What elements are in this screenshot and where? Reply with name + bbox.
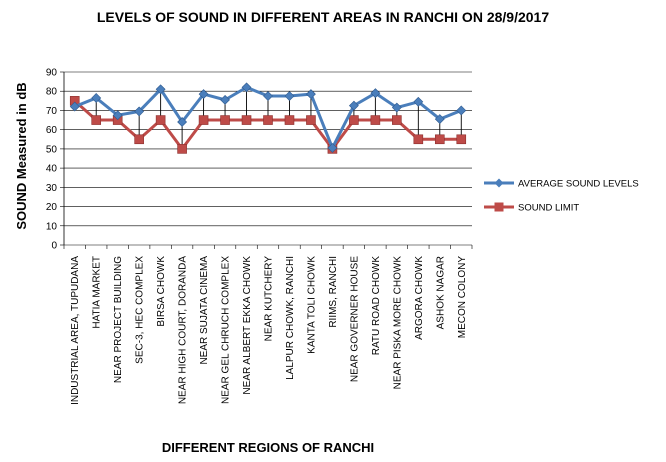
data-point [327,143,338,153]
y-tick-label: 20 [46,202,58,213]
y-tick-label: 70 [46,106,58,117]
data-point [456,134,467,145]
y-tick-label: 80 [46,87,58,98]
data-point [198,89,209,100]
data-point [177,117,188,127]
data-point [392,115,402,125]
data-point [220,94,230,105]
data-point [434,134,445,145]
data-point [91,93,102,103]
x-axis-title: DIFFERENT REGIONS OF RANCHI [162,440,374,455]
x-tick-labels: INDUSTRIAL AREA, TUPUDANA HATIA MARKET NEA… [63,245,473,405]
x-tick-label: HATIA MARKET [92,256,103,329]
data-point [134,134,144,145]
data-point [198,115,209,125]
data-point [434,114,445,125]
data-point [112,110,123,121]
data-point [134,106,145,117]
data-point [413,134,424,145]
y-tick-label: 0 [51,241,57,252]
data-point [284,91,295,101]
x-tick-label: NEAR HIGH COURT, DORANDA [178,256,189,404]
data-point [241,115,252,125]
data-point [391,102,402,113]
x-tick-label: SEC-3, HEC COMPLEX [135,256,146,364]
data-point [456,105,467,116]
y-tick-label: 50 [46,144,58,155]
y-tick-label: 90 [46,68,58,79]
data-point [263,91,273,101]
data-point [241,82,252,93]
x-tick-label: NEAR SUJATA CINEMA [199,256,210,365]
data-point [306,89,316,100]
x-tick-label: BIRSA CHOWK [156,256,167,327]
y-tick-label: 30 [46,183,58,194]
y-axis-title: SOUND Measured in dB [14,82,29,229]
data-point [69,101,80,112]
data-point [284,115,295,125]
y-tick-label: 10 [46,221,58,232]
chart-title: LEVELS OF SOUND IN DIFFERENT AREAS IN RA… [97,9,549,25]
x-tick-label: NEAR GEL CHRUCH COMPLEX [221,256,232,404]
x-tick-label: NEAR PROJECT BUILDING [113,256,124,383]
data-point [306,115,316,125]
legend-marker [494,202,504,212]
x-tick-label: LALPUR CHOWK, RANCHI [285,256,296,380]
y-tick-label: 60 [46,125,58,136]
x-tick-label: RIIMS, RANCHI [328,256,339,328]
x-tick-label: KANTA TOLI CHOWK [306,256,317,354]
x-tick-label: INDUSTRIAL AREA, TUPUDANA [70,256,81,405]
legend: AVERAGE SOUND LEVELS SOUND LIMIT [484,178,639,214]
y-tick-label: 40 [46,164,58,175]
x-tick-label: ASHOK NAGAR [435,256,446,329]
x-tick-label: NEAR GOVERNER HOUSE [349,256,360,382]
x-tick-label: RATU ROAD CHOWK [371,256,382,356]
data-point [263,115,273,125]
data-point [370,88,381,99]
x-tick-label: ARGORA CHOWK [414,256,425,340]
data-point [348,100,359,111]
legend-label: SOUND LIMIT [518,203,579,214]
data-point [155,84,166,95]
legend-label: AVERAGE SOUND LEVELS [518,179,639,190]
x-tick-label: MECON COLONY [457,256,468,339]
series [69,82,467,154]
x-tick-label: NEAR KUTCHERY [264,256,275,342]
data-point [413,96,424,107]
x-tick-label: NEAR PISKA MORE CHOWK [392,256,403,390]
legend-marker [494,178,504,188]
data-point [155,115,166,125]
data-point [370,115,381,125]
x-tick-label: NEAR ALBERT EKKA CHOWK [242,256,253,395]
data-point [220,115,230,125]
data-point [349,115,359,125]
data-point [91,115,102,125]
data-point [177,144,187,154]
y-tick-labels: 0 10 20 30 40 50 60 70 80 90 [46,68,58,252]
